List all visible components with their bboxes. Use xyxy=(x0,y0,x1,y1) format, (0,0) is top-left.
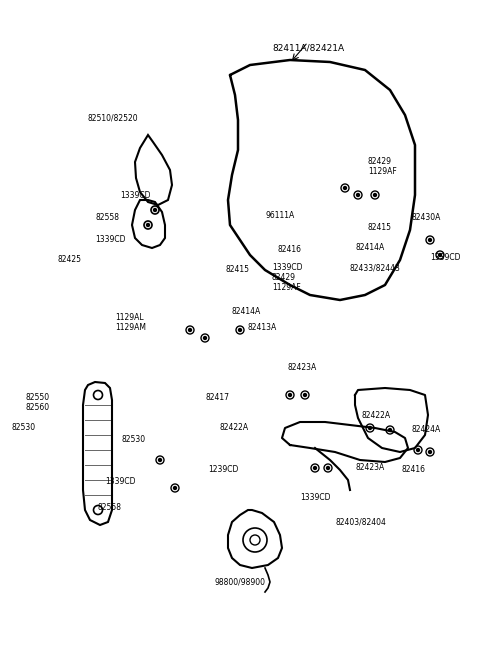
Text: 96111A: 96111A xyxy=(265,210,294,219)
Text: 1339CD: 1339CD xyxy=(120,191,151,200)
Text: 82415: 82415 xyxy=(368,223,392,233)
Text: 82429: 82429 xyxy=(368,158,392,166)
Circle shape xyxy=(173,486,177,489)
Circle shape xyxy=(313,466,316,470)
Circle shape xyxy=(154,208,156,212)
Circle shape xyxy=(288,394,291,397)
Circle shape xyxy=(388,428,392,432)
Text: 82414A: 82414A xyxy=(355,244,384,252)
Circle shape xyxy=(373,194,376,196)
Circle shape xyxy=(204,336,206,340)
Text: 82560: 82560 xyxy=(25,403,49,413)
Circle shape xyxy=(369,426,372,430)
Text: 82416: 82416 xyxy=(402,466,426,474)
Text: 82425: 82425 xyxy=(58,256,82,265)
Text: 98800/98900: 98800/98900 xyxy=(215,578,265,587)
Circle shape xyxy=(439,254,442,256)
Text: 82530: 82530 xyxy=(12,424,36,432)
Circle shape xyxy=(417,449,420,451)
Text: 82558: 82558 xyxy=(98,503,122,512)
Text: 82550: 82550 xyxy=(25,394,49,403)
Text: 82422A: 82422A xyxy=(220,424,249,432)
Text: 82424A: 82424A xyxy=(412,426,441,434)
Text: 1129AL: 1129AL xyxy=(115,313,144,323)
Circle shape xyxy=(239,328,241,332)
Text: 1339CD: 1339CD xyxy=(430,254,460,263)
Text: 82558: 82558 xyxy=(95,214,119,223)
Circle shape xyxy=(146,223,149,227)
Text: 1339CD: 1339CD xyxy=(95,235,125,244)
Text: 82530: 82530 xyxy=(122,436,146,445)
Text: 82413A: 82413A xyxy=(248,323,277,332)
Circle shape xyxy=(429,238,432,242)
Text: 82510/82520: 82510/82520 xyxy=(88,114,139,122)
Text: 82411A/82421A: 82411A/82421A xyxy=(272,43,344,53)
Text: 82430A: 82430A xyxy=(412,214,442,223)
Circle shape xyxy=(357,194,360,196)
Text: 82422A: 82422A xyxy=(362,411,391,420)
Text: 1339CD: 1339CD xyxy=(105,478,135,486)
Text: 82416: 82416 xyxy=(278,246,302,254)
Text: 82403/82404: 82403/82404 xyxy=(335,518,386,526)
Circle shape xyxy=(326,466,329,470)
Text: 82429: 82429 xyxy=(272,273,296,283)
Text: 1129AM: 1129AM xyxy=(115,323,146,332)
Text: 1339CD: 1339CD xyxy=(300,493,331,503)
Circle shape xyxy=(429,451,432,453)
Circle shape xyxy=(303,394,307,397)
Text: 1129AF: 1129AF xyxy=(272,284,301,292)
Text: 82423A: 82423A xyxy=(355,463,384,472)
Text: 1129AF: 1129AF xyxy=(368,168,397,177)
Text: 82414A: 82414A xyxy=(232,307,261,317)
Circle shape xyxy=(344,187,347,189)
Circle shape xyxy=(158,459,161,461)
Text: 1239CD: 1239CD xyxy=(208,466,239,474)
Text: 82423A: 82423A xyxy=(288,363,317,373)
Text: 1339CD: 1339CD xyxy=(272,263,302,273)
Circle shape xyxy=(189,328,192,332)
Text: 82433/82443: 82433/82443 xyxy=(350,263,401,273)
Text: 82415: 82415 xyxy=(225,265,249,275)
Text: 82417: 82417 xyxy=(205,394,229,403)
